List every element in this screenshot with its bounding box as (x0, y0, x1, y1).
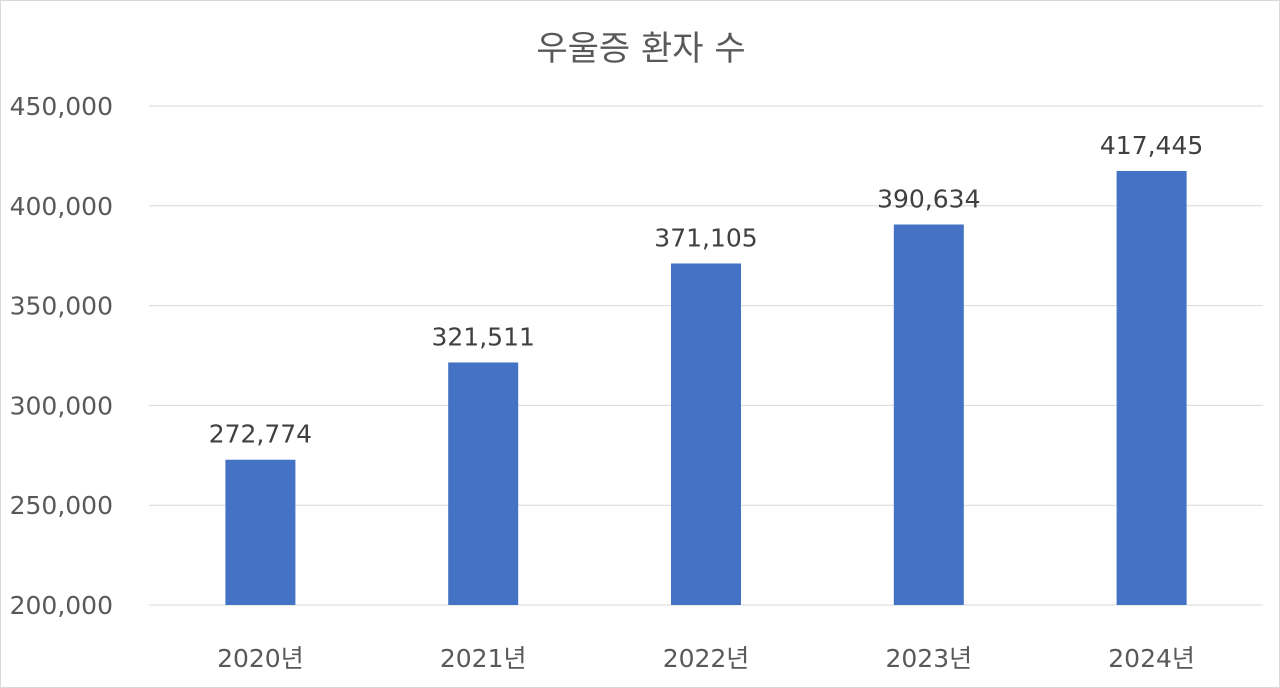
data-label: 390,634 (877, 184, 980, 213)
y-axis-tick-labels: 200,000 250,000 300,000 350,000 400,000 450,0… (10, 92, 113, 620)
y-tick-label: 200,000 (10, 591, 113, 620)
x-tick-label: 2023년 (885, 644, 972, 673)
x-tick-label: 2024년 (1108, 644, 1195, 673)
y-tick-label: 450,000 (10, 92, 113, 121)
x-tick-label: 2021년 (440, 644, 527, 673)
bar-2024년 (1116, 170, 1187, 605)
x-tick-label: 2022년 (663, 644, 750, 673)
data-label: 272,774 (209, 420, 312, 449)
y-tick-label: 300,000 (10, 391, 113, 420)
x-axis-tick-labels: 2020년 2021년 2022년 2023년 2024년 (217, 644, 1195, 673)
chart-title: 우울증 환자 수 (536, 29, 746, 69)
bar-2020년 (225, 459, 296, 605)
data-label: 371,105 (654, 223, 757, 252)
y-tick-label: 250,000 (10, 491, 113, 520)
x-tick-label: 2020년 (217, 644, 304, 673)
y-tick-label: 350,000 (10, 292, 113, 321)
bars (225, 170, 1187, 605)
bar-2022년 (671, 263, 741, 605)
data-labels: 272,774 321,511 371,105 390,634 417,445 (209, 131, 1204, 449)
bar-2023년 (893, 224, 964, 605)
data-label: 321,511 (432, 322, 535, 351)
bar-2021년 (448, 362, 519, 605)
data-label: 417,445 (1100, 131, 1203, 160)
y-tick-label: 400,000 (10, 192, 113, 221)
